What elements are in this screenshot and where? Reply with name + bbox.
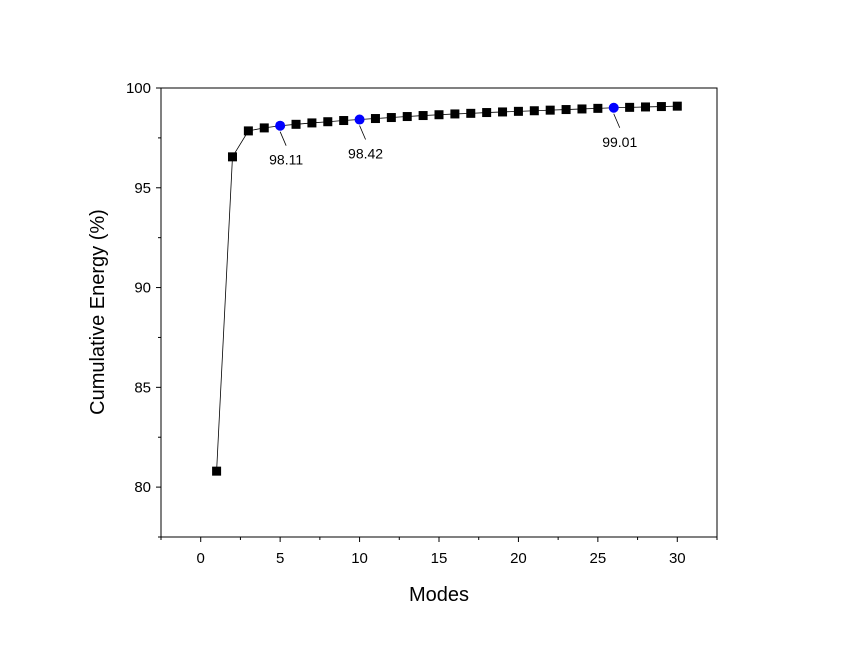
x-tick-label: 30 — [669, 550, 686, 567]
data-point — [593, 103, 603, 113]
data-point — [672, 101, 682, 111]
data-point — [561, 105, 571, 115]
x-tick-label: 20 — [510, 550, 527, 567]
x-axis-title: Modes — [409, 584, 469, 606]
data-point — [656, 102, 666, 112]
y-tick-label: 80 — [134, 479, 151, 496]
data-point — [513, 106, 523, 116]
data-point — [625, 102, 635, 112]
data-point — [577, 104, 587, 114]
annotation-leader — [359, 125, 366, 140]
data-point — [498, 107, 508, 117]
plot-area-frame — [160, 87, 718, 538]
data-point — [323, 117, 333, 127]
data-point — [482, 108, 492, 118]
data-markers — [212, 101, 682, 476]
data-point — [529, 106, 539, 116]
y-tick-label: 100 — [126, 80, 151, 97]
data-point — [545, 105, 555, 115]
highlight-point — [275, 120, 286, 131]
axis-ticks — [156, 87, 718, 542]
data-point — [641, 102, 651, 112]
annotations: 98.11 98.42 99.01 — [269, 113, 637, 168]
x-tick-label: 15 — [431, 550, 448, 567]
highlight-point — [354, 114, 365, 125]
y-tick-label: 95 — [134, 180, 151, 197]
data-point — [402, 112, 412, 122]
data-point — [418, 111, 428, 121]
data-point — [227, 152, 237, 162]
x-tick-label: 0 — [197, 550, 205, 567]
x-tick-label: 5 — [276, 550, 284, 567]
annotation-label: 98.11 — [269, 152, 303, 168]
data-point — [259, 123, 269, 133]
data-point — [212, 466, 222, 476]
data-point — [466, 108, 476, 118]
annotation-leader — [613, 113, 621, 128]
data-point — [339, 116, 349, 126]
highlight-point — [608, 102, 619, 113]
data-point — [291, 119, 301, 129]
data-point — [434, 110, 444, 120]
data-point — [370, 114, 380, 124]
tick-labels: 0 5 10 15 20 25 30 80 85 90 95 100 — [126, 80, 686, 567]
y-tick-label: 90 — [134, 280, 151, 297]
x-tick-label: 10 — [351, 550, 368, 567]
y-tick-label: 85 — [134, 379, 151, 396]
data-point — [307, 118, 317, 128]
data-point — [386, 113, 396, 123]
annotation-label: 99.01 — [602, 134, 637, 150]
y-axis-title: Cumulative Energy (%) — [87, 209, 109, 415]
annotation-label: 98.42 — [348, 146, 383, 162]
data-point — [243, 126, 253, 136]
x-tick-label: 25 — [590, 550, 607, 567]
data-point — [450, 109, 460, 119]
annotation-leader — [279, 131, 287, 146]
